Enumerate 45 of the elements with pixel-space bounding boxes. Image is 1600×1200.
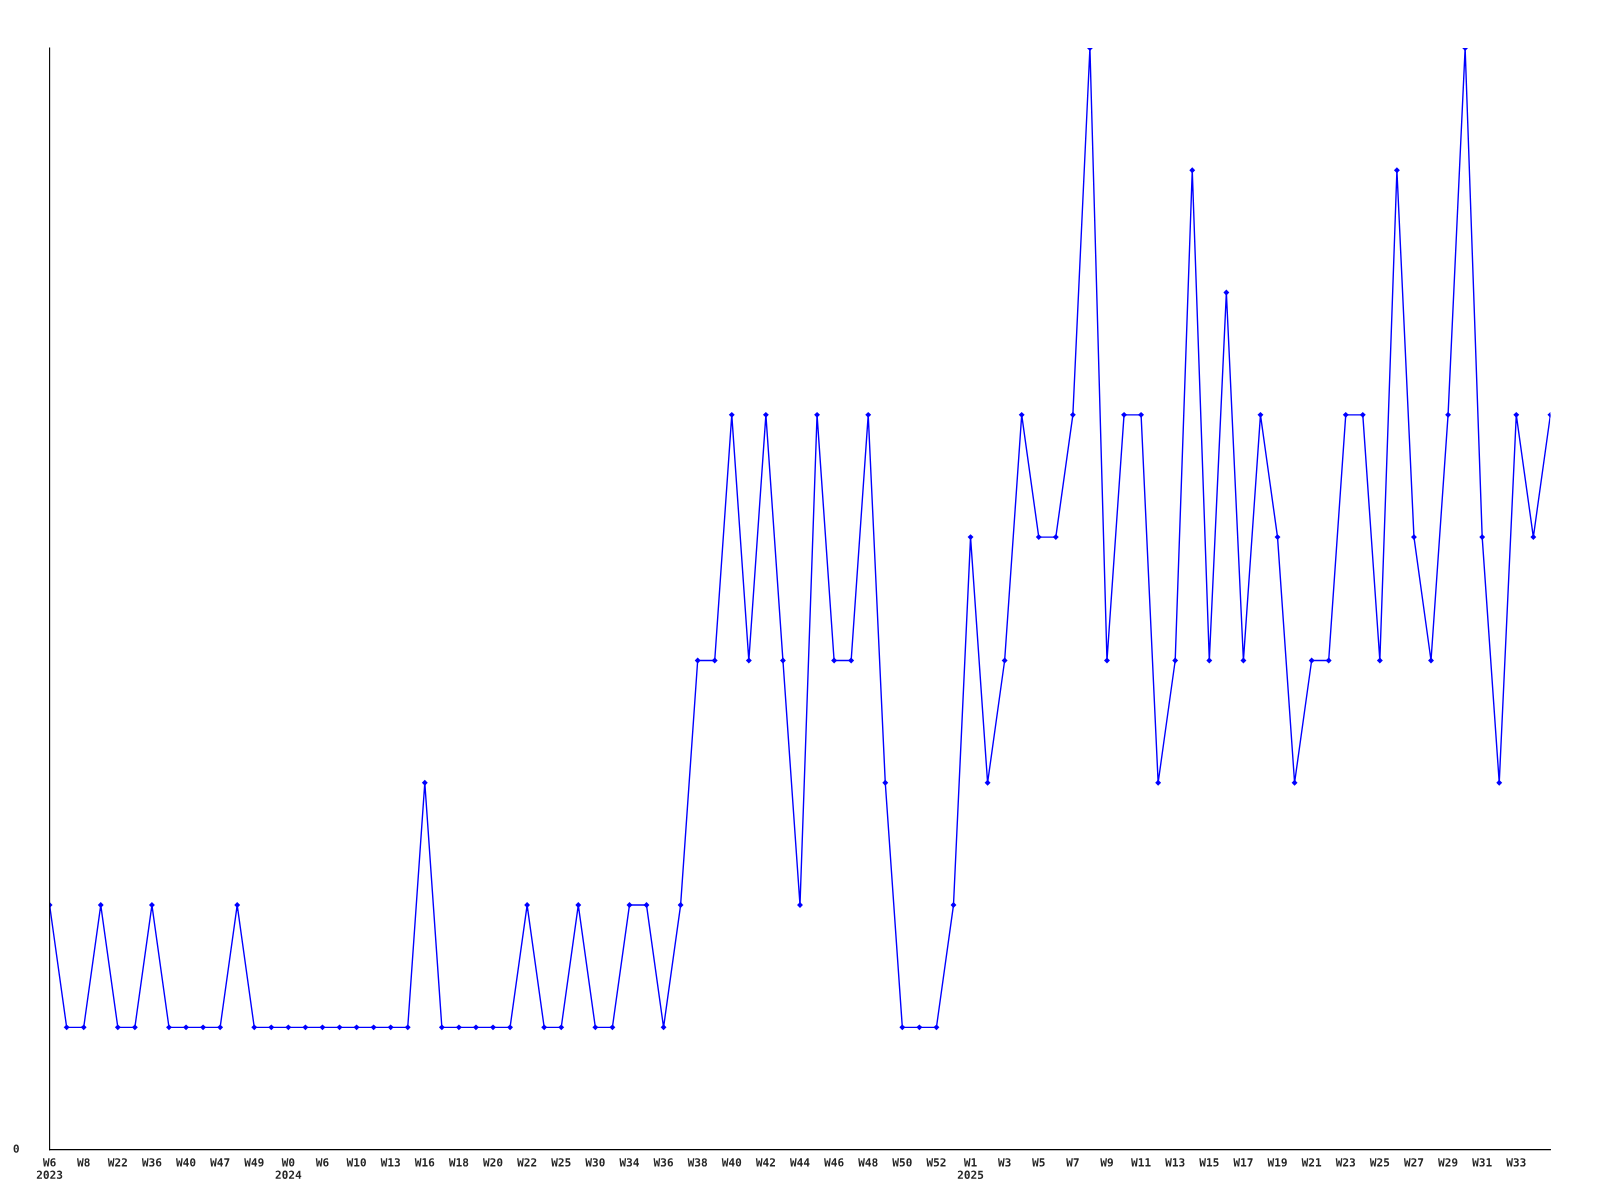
x-tick-label: W38 bbox=[687, 1158, 708, 1167]
x-tick-label: W30 bbox=[585, 1158, 605, 1167]
x-tick-label: W27 bbox=[1403, 1158, 1424, 1167]
x-tick-label: W33 bbox=[1506, 1158, 1526, 1167]
x-tick-label: W40 bbox=[721, 1158, 742, 1167]
x-tick-label: W13 bbox=[1165, 1158, 1185, 1167]
x-tick-label: W40 bbox=[176, 1158, 196, 1167]
x-tick-label: W22 bbox=[517, 1158, 537, 1167]
x-tick-label: W44 bbox=[789, 1158, 810, 1167]
x-tick-label: W13 bbox=[380, 1158, 400, 1167]
x-tick-label: W47 bbox=[210, 1158, 230, 1167]
x-tick-label: W42 bbox=[755, 1158, 775, 1167]
x-tick-label: W22 bbox=[107, 1158, 127, 1167]
x-tick-label: W25 bbox=[551, 1158, 571, 1167]
x-tick-label: W20 bbox=[482, 1158, 503, 1167]
x-tick-label: W6 bbox=[315, 1158, 329, 1167]
x-tick-label: W18 bbox=[448, 1158, 469, 1167]
x-tick-label: W29 bbox=[1438, 1158, 1458, 1167]
x-tick-label: W7 bbox=[1066, 1158, 1079, 1167]
x-tick-label: W1 2025 bbox=[957, 1158, 984, 1179]
x-tick-label: W34 bbox=[619, 1158, 639, 1167]
x-tick-label: W21 bbox=[1301, 1158, 1322, 1167]
x-tick-label: W36 bbox=[653, 1158, 673, 1167]
x-tick-label: W5 bbox=[1032, 1158, 1045, 1167]
x-tick-label: W17 bbox=[1233, 1158, 1253, 1167]
x-tick-label: W9 bbox=[1100, 1158, 1113, 1167]
text: 0 bbox=[13, 1144, 19, 1153]
x-tick-label: W16 bbox=[414, 1158, 435, 1167]
x-tick-label: W49 bbox=[244, 1158, 264, 1167]
x-tick-label: W15 bbox=[1199, 1158, 1219, 1167]
x-tick-label: W46 bbox=[824, 1158, 844, 1167]
x-tick-label: W3 bbox=[997, 1158, 1011, 1167]
x-tick-label: W36 bbox=[141, 1158, 162, 1167]
x-tick-label: W25 bbox=[1369, 1158, 1390, 1167]
x-tick-label: W0 2024 bbox=[275, 1158, 302, 1179]
x-tick-label: W50 bbox=[892, 1158, 912, 1167]
x-tick-label: W48 bbox=[858, 1158, 878, 1167]
x-tick-label: W6 2023 bbox=[36, 1158, 63, 1179]
x-tick-label: W8 bbox=[77, 1158, 90, 1167]
x-tick-label: W19 bbox=[1267, 1158, 1287, 1167]
x-tick-label: W52 bbox=[926, 1158, 946, 1167]
x-tick-label: W11 bbox=[1131, 1158, 1151, 1167]
x-tick-label: W23 bbox=[1335, 1158, 1356, 1167]
x-tick-label: W31 bbox=[1472, 1158, 1492, 1167]
x-tick-label: W10 bbox=[346, 1158, 366, 1167]
